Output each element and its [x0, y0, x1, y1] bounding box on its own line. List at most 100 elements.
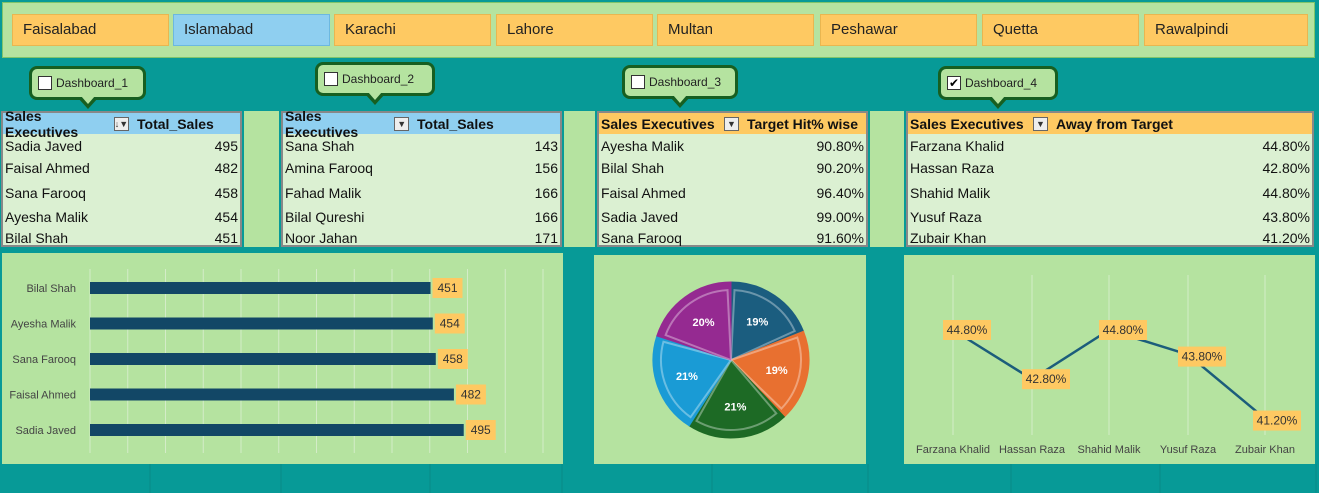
table-row[interactable]: Sadia Javed 495 [3, 136, 240, 156]
executive-name: Bilal Shah [5, 230, 69, 246]
table-row[interactable]: Fahad Malik 166 [283, 183, 560, 203]
pie-chart-panel[interactable]: 19% 19% 21% 21% 20% [594, 255, 866, 464]
header-value-column: Total_Sales [137, 115, 214, 132]
row-value: 495 [214, 138, 238, 154]
spacer-column [244, 111, 279, 247]
pie-data-label: 21% [724, 402, 746, 414]
row-value: 156 [534, 160, 558, 176]
executive-name: Sana Farooq [5, 185, 86, 201]
bar-label-box [432, 278, 463, 298]
slicer-item-lahore[interactable]: Lahore [496, 14, 653, 46]
table-row[interactable]: Amina Farooq 156 [283, 158, 560, 178]
bar-category-label: Sadia Javed [15, 425, 76, 437]
bar[interactable] [90, 424, 464, 436]
line-data-label: 43.80% [1182, 350, 1223, 364]
slicer-item-multan[interactable]: Multan [657, 14, 814, 46]
pie-slice[interactable] [688, 359, 786, 439]
filter-icon[interactable]: ▼ [724, 116, 739, 131]
table-row[interactable]: Farzana Khalid 44.80% [908, 136, 1312, 156]
bar-category-label: Ayesha Malik [11, 319, 77, 331]
pivot-table-4[interactable]: Sales Executives ▼ Away from Target Farzana… [906, 111, 1314, 247]
line-chart: 44.80% Farzana Khalid 42.80% Hassan Raza 44.… [916, 275, 1301, 456]
filter-icon[interactable]: ▼ [394, 116, 409, 131]
table-header: Sales Executives ▼ Target Hit% wise [599, 113, 866, 134]
line-label-box [943, 320, 991, 340]
table-row[interactable]: Bilal Shah 90.20% [599, 158, 866, 178]
pie-slice[interactable] [652, 335, 732, 427]
slicer-item-quetta[interactable]: Quetta [982, 14, 1139, 46]
slicer-item-islamabad[interactable]: Islamabad [173, 14, 330, 46]
table-row[interactable]: Shahid Malik 44.80% [908, 183, 1312, 203]
line-data-label: 44.80% [947, 323, 988, 337]
dashboard-label: Dashboard_3 [649, 75, 722, 89]
table-row[interactable]: Faisal Ahmed 96.40% [599, 183, 866, 203]
table-row[interactable]: Bilal Qureshi 166 [283, 207, 560, 227]
bar[interactable] [90, 282, 431, 294]
header-value-column: Target Hit% wise [747, 115, 858, 132]
slicer-item-faisalabad[interactable]: Faisalabad [12, 14, 169, 46]
bar[interactable] [90, 317, 433, 330]
row-value: 43.80% [1262, 209, 1310, 225]
pie-slice[interactable] [656, 281, 732, 361]
dashboard-2-checkbox-callout[interactable]: Dashboard_2 [315, 62, 435, 105]
slicer-item-peshawar[interactable]: Peshawar [820, 14, 977, 46]
pie-slice[interactable] [730, 281, 805, 361]
slicer-item-karachi[interactable]: Karachi [334, 14, 491, 46]
table-row[interactable]: Sana Shah 143 [283, 136, 560, 156]
executive-name: Bilal Qureshi [285, 209, 365, 225]
table-row[interactable]: Hassan Raza 42.80% [908, 158, 1312, 178]
table-row[interactable]: Sana Farooq 91.60% [599, 228, 866, 248]
row-value: 482 [214, 160, 238, 176]
bar-chart-panel[interactable]: Bilal Shah 451 Ayesha Malik 454 Sana Farooq 4… [2, 253, 563, 464]
checkbox-icon[interactable] [324, 72, 338, 86]
executive-name: Bilal Shah [601, 160, 665, 176]
executive-name: Sadia Javed [601, 209, 679, 225]
table-row[interactable]: Ayesha Malik 90.80% [599, 136, 866, 156]
bar-data-label: 458 [443, 352, 463, 366]
pivot-table-1[interactable]: Sales Executives ↓▼ Total_Sales Sadia Javed… [1, 107, 242, 248]
pie-slice-inner-edge [729, 289, 797, 362]
slicer-item-rawalpindi[interactable]: Rawalpindi [1144, 14, 1308, 46]
table-row[interactable]: Sadia Javed 99.00% [599, 207, 866, 227]
table-row[interactable]: Ayesha Malik 454 [3, 207, 240, 227]
dashboard-1-checkbox-callout[interactable]: Dashboard_1 [29, 66, 146, 109]
executive-name: Farzana Khalid [910, 138, 1005, 154]
header-label: Sales Executives [5, 107, 79, 140]
spacer-column [564, 111, 595, 247]
pivot-table-3[interactable]: Sales Executives ▼ Target Hit% wise Ayesha … [597, 111, 868, 247]
checkbox-icon[interactable] [38, 76, 52, 90]
table-row[interactable]: Sana Farooq 458 [3, 183, 240, 203]
dashboard-4-checkbox-callout[interactable]: ✔ Dashboard_4 [938, 66, 1058, 109]
filter-icon[interactable]: ▼ [1033, 116, 1048, 131]
line-chart-panel[interactable]: 44.80% Farzana Khalid 42.80% Hassan Raza 44.… [904, 255, 1315, 464]
pie-slice-inner-edge [729, 336, 802, 410]
executive-name: Sana Shah [285, 138, 355, 154]
bar[interactable] [90, 388, 454, 401]
bar-label-box [434, 313, 465, 334]
checkbox-icon[interactable] [631, 75, 645, 89]
table-row[interactable]: Bilal Shah 451 [3, 228, 240, 248]
header-label: Sales Executives [601, 115, 715, 132]
row-value: 166 [534, 185, 558, 201]
bar-data-label: 482 [461, 388, 481, 402]
table-row[interactable]: Noor Jahan 171 [283, 228, 560, 248]
dashboard-3-checkbox-callout[interactable]: Dashboard_3 [622, 65, 738, 108]
row-value: 42.80% [1262, 160, 1310, 176]
table-row[interactable]: Zubair Khan 41.20% [908, 228, 1312, 248]
bar[interactable] [90, 353, 436, 365]
executive-name: Shahid Malik [910, 185, 991, 201]
pie-slice[interactable] [730, 330, 810, 418]
line-category-label: Hassan Raza [999, 444, 1066, 456]
row-value: 454 [214, 209, 238, 225]
table-row[interactable]: Faisal Ahmed 482 [3, 158, 240, 178]
row-value: 458 [214, 185, 238, 201]
filter-icon[interactable]: ↓▼ [114, 116, 129, 131]
executive-name: Faisal Ahmed [601, 185, 686, 201]
pivot-table-2[interactable]: Sales Executives ▼ Total_Sales Sana Shah 143… [281, 108, 562, 248]
table-row[interactable]: Yusuf Raza 43.80% [908, 207, 1312, 227]
pie-slice-inner-edge [664, 289, 733, 362]
checkbox-icon[interactable]: ✔ [947, 76, 961, 90]
callout-pointer-fill [80, 96, 95, 104]
pie-slice-inner-edge [660, 340, 733, 419]
spacer-column [870, 111, 904, 247]
